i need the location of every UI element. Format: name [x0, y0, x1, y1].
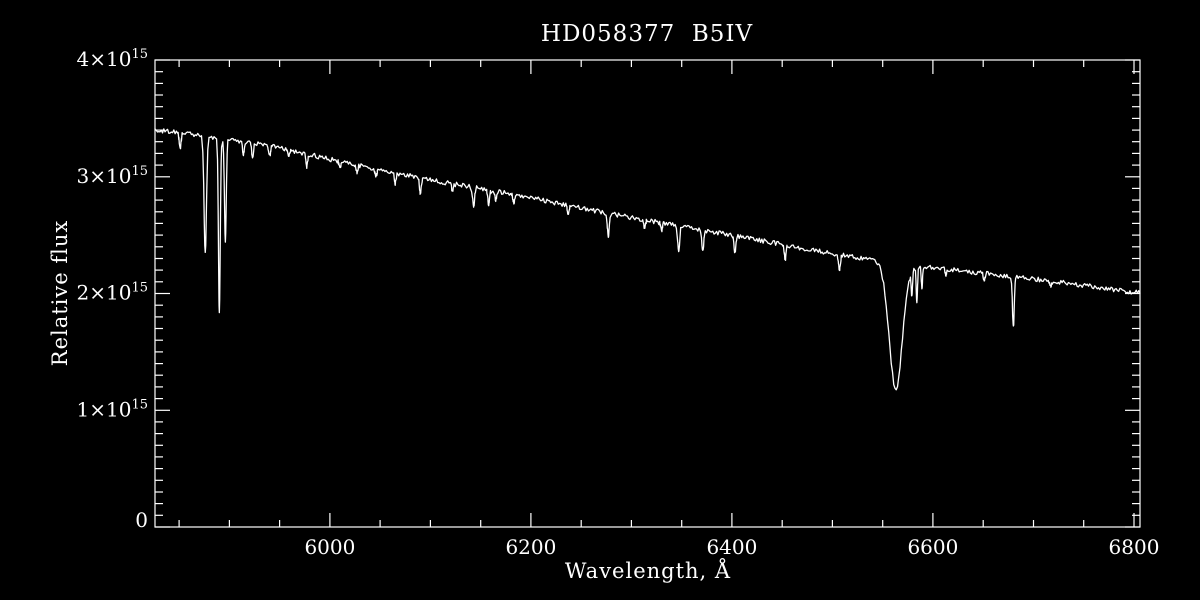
chart-title: HD058377 B5IV	[540, 21, 754, 47]
y-tick-label-1×1015: 1×1015	[77, 397, 148, 421]
y-tick-label-2×1015: 2×1015	[77, 281, 148, 305]
y-tick-label-0: 0	[135, 508, 148, 532]
x-tick-label-6400: 6400	[706, 535, 757, 559]
spectrum-line	[154, 128, 1141, 391]
y-tick-label-3×1015: 3×1015	[77, 164, 148, 188]
x-tick-label-6200: 6200	[505, 535, 556, 559]
plot-border	[154, 59, 1141, 528]
y-tick-label-4×1015: 4×1015	[77, 47, 148, 71]
x-tick-label-6800: 6800	[1109, 535, 1160, 559]
y-axis-label: Relative flux	[48, 219, 72, 367]
x-tick-label-6600: 6600	[907, 535, 958, 559]
x-tick-label-6000: 6000	[304, 535, 355, 559]
x-axis-label: Wavelength, Å	[564, 559, 732, 583]
y-axis-ticks	[155, 59, 1140, 528]
x-axis-ticks	[178, 60, 1135, 527]
